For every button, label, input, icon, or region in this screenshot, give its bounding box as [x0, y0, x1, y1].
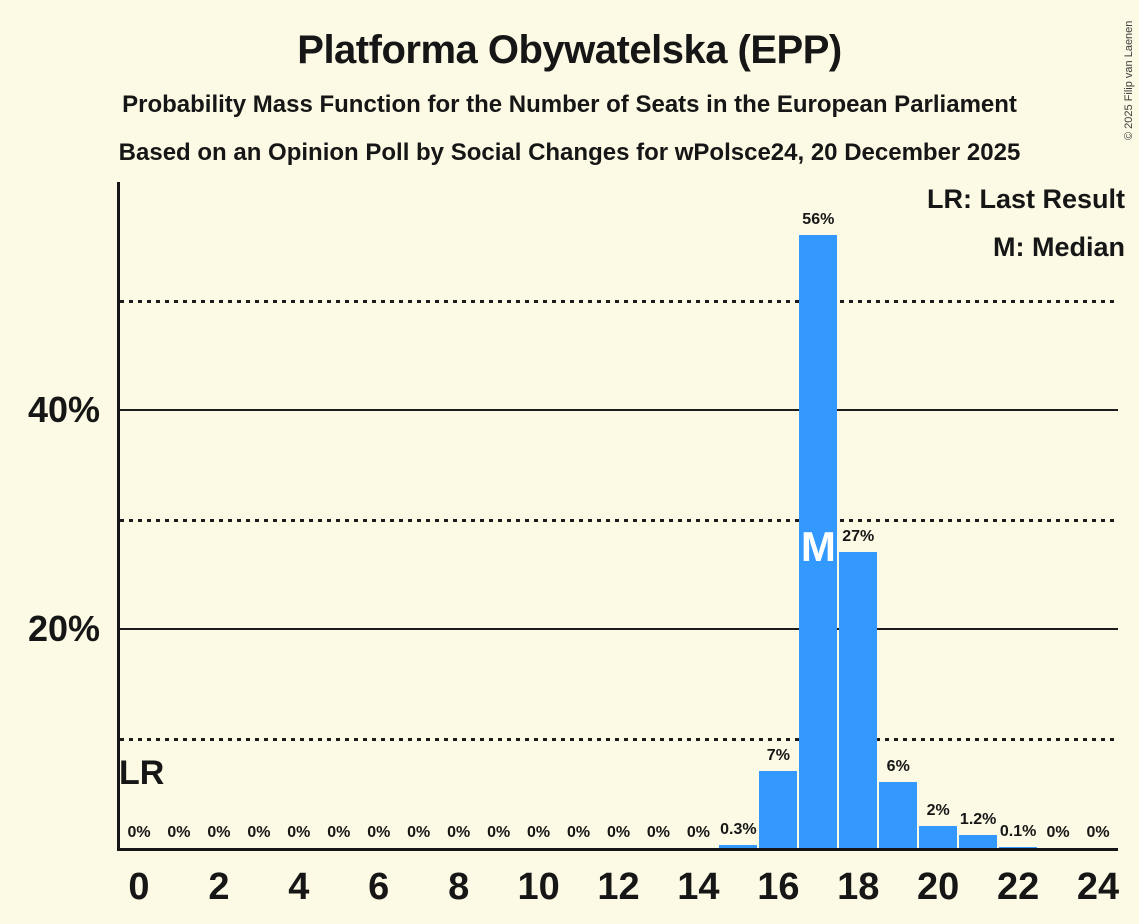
y-axis-line — [117, 182, 120, 851]
bar-value-label-4: 0% — [287, 824, 311, 841]
chart-title: Platforma Obywatelska (EPP) — [297, 28, 842, 72]
bar-value-label-6: 0% — [367, 824, 391, 841]
copyright-notice: © 2025 Filip van Laenen — [1123, 20, 1135, 140]
bar-value-label-0: 0% — [127, 824, 151, 841]
bar-value-label-12: 0% — [606, 824, 631, 841]
x-tick-label-6: 6 — [368, 866, 390, 908]
x-tick-label-8: 8 — [448, 866, 470, 908]
x-tick-label-22: 22 — [996, 866, 1040, 908]
bar-value-label-5: 0% — [327, 824, 351, 841]
last-result-marker-label: LR — [119, 754, 165, 792]
bar-value-label-21: 1.2% — [959, 811, 997, 828]
x-tick-label-10: 10 — [517, 866, 560, 908]
bar-seat-22 — [999, 847, 1038, 848]
bar-seat-20 — [919, 826, 958, 848]
bar-seat-17 — [799, 235, 838, 848]
x-tick-label-24: 24 — [1076, 866, 1120, 908]
bar-value-label-20: 2% — [926, 802, 950, 819]
gridline-solid-20 — [120, 628, 1118, 630]
bar-value-label-3: 0% — [247, 824, 271, 841]
bar-value-label-9: 0% — [487, 824, 511, 841]
y-tick-label-40: 40% — [27, 389, 100, 430]
bar-seat-15 — [719, 845, 758, 848]
bar-value-label-18: 27% — [842, 528, 875, 545]
x-tick-label-4: 4 — [288, 866, 310, 908]
bar-value-label-8: 0% — [447, 824, 471, 841]
bar-seat-18 — [839, 552, 878, 848]
bar-seat-21 — [959, 835, 998, 848]
x-tick-label-18: 18 — [837, 866, 880, 908]
gridline-solid-40 — [120, 409, 1118, 411]
bar-value-label-11: 0% — [566, 824, 591, 841]
bar-value-label-16: 7% — [766, 747, 790, 764]
gridline-dotted-10 — [120, 737, 1118, 741]
legend-last-result: LR: Last Result — [926, 184, 1125, 214]
bar-value-label-23: 0% — [1046, 824, 1070, 841]
bar-value-label-22: 0.1% — [999, 823, 1037, 840]
chart-subtitle-method: Probability Mass Function for the Number… — [122, 91, 1017, 118]
x-tick-label-12: 12 — [597, 866, 640, 908]
bar-value-label-1: 0% — [167, 824, 191, 841]
median-marker-label: M — [800, 523, 836, 570]
x-tick-label-14: 14 — [677, 866, 720, 908]
y-tick-label-20: 20% — [27, 608, 100, 649]
x-axis-line — [117, 848, 1118, 851]
bar-value-label-7: 0% — [407, 824, 431, 841]
gridline-dotted-50 — [120, 299, 1118, 303]
gridline-dotted-30 — [120, 518, 1118, 522]
bar-value-label-13: 0% — [646, 824, 671, 841]
bar-value-label-15: 0.3% — [720, 821, 757, 838]
legend-median: M: Median — [993, 232, 1125, 262]
chart-subtitle-source: Based on an Opinion Poll by Social Chang… — [118, 139, 1021, 166]
bar-value-label-17: 56% — [802, 211, 835, 228]
bar-value-label-10: 0% — [527, 824, 551, 841]
bar-value-label-19: 6% — [886, 758, 910, 775]
x-tick-label-20: 20 — [917, 866, 960, 908]
bar-seat-19 — [879, 782, 918, 848]
bar-value-label-2: 0% — [207, 824, 231, 841]
bar-value-label-14: 0% — [686, 824, 710, 841]
x-tick-label-2: 2 — [208, 866, 230, 908]
bar-value-label-24: 0% — [1086, 824, 1110, 841]
x-tick-label-0: 0 — [128, 866, 150, 908]
bar-seat-16 — [759, 771, 798, 848]
x-tick-label-16: 16 — [757, 866, 800, 908]
